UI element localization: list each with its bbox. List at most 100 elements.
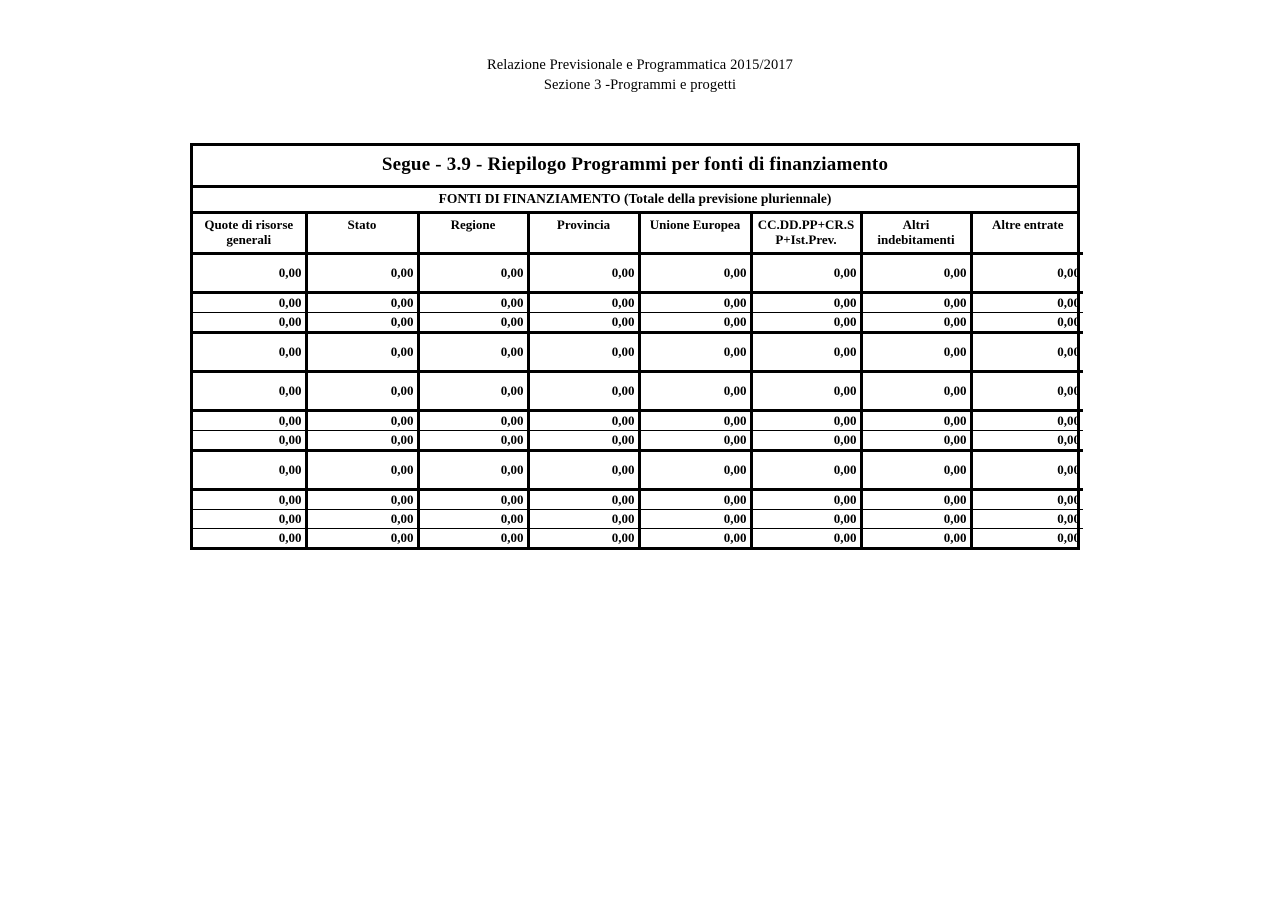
- cell-r8-c3: 0,00: [528, 489, 641, 510]
- cell-r3-c2: 0,00: [418, 332, 530, 373]
- cell-r5-c7: 0,00: [971, 410, 1083, 431]
- cell-r5-c4: 0,00: [639, 410, 753, 431]
- table-row: 0,00 0,00 0,00 0,00 0,00 0,00 0,00 0,00: [193, 430, 1083, 452]
- cell-r0-c0: 0,00: [193, 253, 308, 294]
- cell-r4-c1: 0,00: [306, 371, 420, 412]
- cell-r2-c6: 0,00: [861, 312, 973, 334]
- cell-r8-c7: 0,00: [971, 489, 1083, 510]
- table-row: 0,00 0,00 0,00 0,00 0,00 0,00 0,00 0,00: [193, 410, 1083, 431]
- cell-r10-c7: 0,00: [1057, 529, 1080, 545]
- cell-r6-c7: 0,00: [971, 430, 1083, 452]
- cell-r6-c3: 0,00: [528, 430, 641, 452]
- cell-r3-c0: 0,00: [193, 332, 308, 373]
- cell-r6-c4: 0,00: [639, 430, 753, 452]
- financing-report-table: Segue - 3.9 - Riepilogo Programmi per fo…: [190, 143, 1083, 550]
- column-header-2: Regione: [418, 214, 530, 255]
- cell-r4-c4: 0,00: [639, 371, 753, 412]
- cell-r5-c2: 0,00: [418, 410, 530, 431]
- cell-r6-c2: 0,00: [418, 430, 530, 452]
- cell-r3-c6: 0,00: [861, 332, 973, 373]
- report-subtitle: FONTI DI FINANZIAMENTO (Totale della pre…: [193, 188, 1077, 214]
- cell-r1-c6: 0,00: [861, 292, 973, 313]
- report-title: Segue - 3.9 - Riepilogo Programmi per fo…: [193, 146, 1077, 188]
- cell-r1-c2: 0,00: [418, 292, 530, 313]
- cell-r10-c6: 0,00: [861, 528, 973, 547]
- cell-r9-c0: 0,00: [193, 509, 308, 529]
- cell-r1-c4: 0,00: [639, 292, 753, 313]
- cell-r2-c7: 0,00: [971, 312, 1083, 334]
- column-header-1: Stato: [306, 214, 420, 255]
- cell-r10-c2: 0,00: [418, 528, 530, 547]
- cell-r8-c0: 0,00: [193, 489, 308, 510]
- page-header: Relazione Previsionale e Programmatica 2…: [0, 56, 1280, 95]
- table-row: 0,00 0,00 0,00 0,00 0,00 0,00 0,00 0,00: [193, 312, 1083, 334]
- cell-r1-c5: 0,00: [751, 292, 863, 313]
- cell-r3-c5: 0,00: [751, 332, 863, 373]
- cell-r3-c7: 0,00: [971, 332, 1083, 373]
- cell-r8-c4: 0,00: [639, 489, 753, 510]
- financing-sources-table: Quote di risorse generali Stato Regione Pro…: [193, 214, 1083, 547]
- cell-r3-c3: 0,00: [528, 332, 641, 373]
- cell-r9-c4: 0,00: [639, 509, 753, 529]
- cell-r2-c0: 0,00: [193, 312, 308, 334]
- table-body: 0,00 0,00 0,00 0,00 0,00 0,00 0,00 0,00 0,00 0,00…: [193, 253, 1083, 547]
- cell-r0-c2: 0,00: [418, 253, 530, 294]
- column-header-5: CC.DD.PP+CR.S P+Ist.Prev.: [751, 214, 863, 255]
- cell-r10-c1: 0,00: [306, 528, 420, 547]
- cell-r5-c6: 0,00: [861, 410, 973, 431]
- table-row: 0,00 0,00 0,00 0,00 0,00 0,00 0,00 0,00: [193, 450, 1083, 491]
- cell-r10-c0: 0,00: [193, 528, 308, 547]
- cell-r7-c6: 0,00: [861, 450, 973, 491]
- cell-r8-c2: 0,00: [418, 489, 530, 510]
- cell-r7-c2: 0,00: [418, 450, 530, 491]
- cell-r7-c7: 0,00: [971, 450, 1083, 491]
- cell-r0-c5: 0,00: [751, 253, 863, 294]
- column-header-7: Altre entrate: [971, 214, 1083, 255]
- cell-r9-c3: 0,00: [528, 509, 641, 529]
- cell-r3-c4: 0,00: [639, 332, 753, 373]
- cell-r10-c4: 0,00: [639, 528, 753, 547]
- cell-r8-c6: 0,00: [861, 489, 973, 510]
- cell-r7-c5: 0,00: [751, 450, 863, 491]
- cell-r2-c4: 0,00: [639, 312, 753, 334]
- cell-r2-c2: 0,00: [418, 312, 530, 334]
- column-header-6: Altri indebitamenti: [861, 214, 973, 255]
- cell-r1-c1: 0,00: [306, 292, 420, 313]
- cell-r4-c7: 0,00: [971, 371, 1083, 412]
- table-row: 0,00 0,00 0,00 0,00 0,00 0,00 0,00 0,00: [193, 509, 1083, 529]
- cell-r4-c0: 0,00: [193, 371, 308, 412]
- page-header-line-2: Sezione 3 -Programmi e progetti: [543, 76, 737, 93]
- cell-r4-c2: 0,00: [418, 371, 530, 412]
- cell-r9-c5: 0,00: [751, 509, 863, 529]
- table-head: Quote di risorse generali Stato Regione Pro…: [193, 214, 1083, 255]
- cell-r10-c5: 0,00: [751, 528, 863, 547]
- cell-r2-c3: 0,00: [528, 312, 641, 334]
- table-row: 0,00 0,00 0,00 0,00 0,00 0,00 0,00 0,00: [193, 371, 1083, 412]
- cell-r6-c5: 0,00: [751, 430, 863, 452]
- table-header-row: Quote di risorse generali Stato Regione Pro…: [193, 214, 1083, 255]
- page-header-line-1: Relazione Previsionale e Programmatica 2…: [487, 57, 793, 73]
- column-header-4: Unione Europea: [639, 214, 753, 255]
- cell-r1-c7: 0,00: [971, 292, 1083, 313]
- cell-r2-c5: 0,00: [751, 312, 863, 334]
- cell-r2-c1: 0,00: [306, 312, 420, 334]
- cell-r8-c5: 0,00: [751, 489, 863, 510]
- cell-r8-c1: 0,00: [306, 489, 420, 510]
- table-row: 0,00 0,00 0,00 0,00 0,00 0,00 0,00 0,00: [193, 332, 1083, 373]
- table-row: 0,00 0,00 0,00 0,00 0,00 0,00 0,00 0,00: [193, 528, 1083, 547]
- cell-r1-c3: 0,00: [528, 292, 641, 313]
- cell-r7-c4: 0,00: [639, 450, 753, 491]
- cell-r5-c0: 0,00: [193, 410, 308, 431]
- column-header-0: Quote di risorse generali: [193, 214, 308, 255]
- table-row: 0,00 0,00 0,00 0,00 0,00 0,00 0,00 0,00: [193, 253, 1083, 294]
- cell-r6-c6: 0,00: [861, 430, 973, 452]
- table-row: 0,00 0,00 0,00 0,00 0,00 0,00 0,00 0,00: [193, 292, 1083, 313]
- cell-r7-c3: 0,00: [528, 450, 641, 491]
- cell-r6-c1: 0,00: [306, 430, 420, 452]
- cell-r0-c6: 0,00: [861, 253, 973, 294]
- cell-r0-c1: 0,00: [306, 253, 420, 294]
- cell-r9-c6: 0,00: [861, 509, 973, 529]
- cell-r5-c5: 0,00: [751, 410, 863, 431]
- cell-r5-c3: 0,00: [528, 410, 641, 431]
- cell-r4-c3: 0,00: [528, 371, 641, 412]
